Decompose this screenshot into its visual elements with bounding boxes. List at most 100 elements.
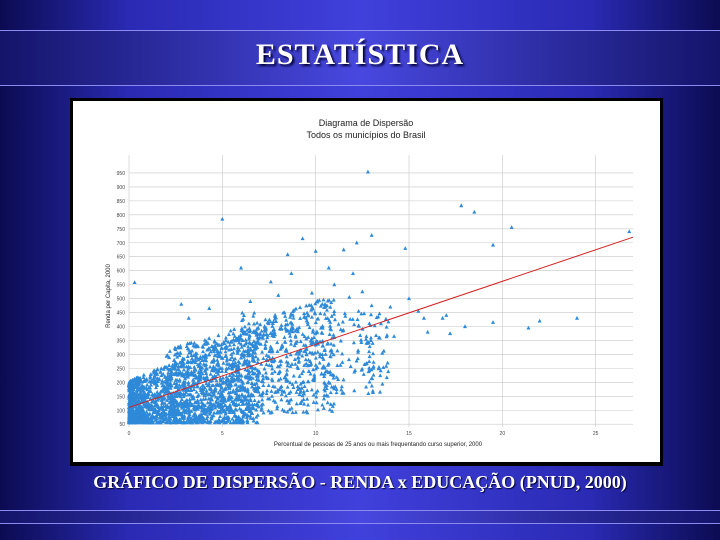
scatter-point — [219, 355, 224, 360]
scatter-point — [314, 338, 319, 343]
scatter-point — [276, 293, 281, 297]
scatter-point — [165, 398, 170, 402]
scatter-point — [254, 381, 259, 385]
scatter-point — [273, 390, 278, 394]
y-tick-label: 600 — [117, 269, 126, 275]
scatter-point — [356, 348, 361, 353]
scatter-point — [274, 319, 279, 324]
scatter-point — [127, 391, 132, 395]
y-tick-label: 300 — [117, 352, 126, 358]
scatter-point — [234, 388, 239, 393]
scatter-point — [245, 412, 250, 417]
scatter-point — [275, 406, 280, 411]
scatter-point — [165, 353, 170, 357]
y-tick-label: 500 — [117, 297, 126, 303]
scatter-point — [331, 401, 336, 406]
scatter-point — [198, 369, 203, 374]
scatter-point — [282, 335, 287, 340]
scatter-point — [234, 377, 239, 382]
scatter-point — [207, 352, 212, 357]
scatter-point — [193, 375, 198, 379]
scatter-point — [272, 369, 277, 374]
scatter-point — [193, 367, 198, 372]
scatter-point — [211, 357, 216, 361]
scatter-point — [153, 406, 158, 411]
scatter-point — [218, 376, 223, 380]
scatter-point — [180, 359, 185, 364]
scatter-point — [321, 357, 326, 361]
scatter-point — [186, 419, 191, 424]
scatter-point — [247, 326, 252, 330]
scatter-point — [164, 416, 169, 420]
scatter-point — [323, 316, 328, 320]
scatter-point — [340, 390, 345, 395]
scatter-point — [153, 385, 158, 390]
scatter-point — [172, 357, 177, 362]
scatter-point — [263, 344, 268, 349]
scatter-point — [185, 358, 190, 363]
scatter-point — [208, 400, 213, 404]
scatter-point — [243, 388, 248, 393]
scatter-point — [307, 350, 312, 355]
scatter-point — [200, 383, 205, 388]
scatter-point — [237, 340, 242, 345]
scatter-point — [306, 357, 311, 362]
scatter-point — [212, 339, 217, 344]
scatter-point — [306, 335, 311, 339]
scatter-point — [248, 376, 253, 381]
scatter-point — [290, 329, 295, 334]
scatter-point — [251, 358, 256, 363]
scatter-point — [367, 321, 372, 326]
scatter-point — [128, 408, 133, 413]
scatter-point — [329, 341, 334, 346]
scatter-point — [293, 379, 298, 384]
scatter-point — [320, 402, 325, 407]
scatter-point — [280, 343, 285, 347]
scatter-point — [322, 374, 327, 379]
scatter-point — [245, 351, 250, 356]
scatter-point — [170, 414, 175, 419]
scatter-point — [196, 364, 201, 368]
scatter-point — [306, 312, 311, 317]
scatter-point — [169, 371, 174, 376]
scatter-point — [213, 353, 218, 358]
scatter-point — [204, 416, 209, 421]
scatter-point — [234, 420, 239, 425]
scatter-point — [268, 331, 273, 335]
scatter-point — [230, 409, 235, 414]
scatter-point — [264, 362, 269, 367]
scatter-point — [231, 331, 236, 336]
scatter-point — [293, 361, 298, 366]
scatter-point — [369, 367, 374, 372]
scatter-point — [178, 399, 183, 404]
scatter-point — [224, 358, 229, 363]
scatter-point — [183, 370, 188, 375]
scatter-point — [169, 395, 174, 399]
scatter-point — [182, 415, 187, 420]
scatter-point — [251, 313, 256, 318]
scatter-point — [311, 306, 316, 311]
scatter-point — [351, 271, 355, 276]
scatter-point — [229, 352, 234, 356]
scatter-point — [254, 407, 259, 412]
scatter-point — [180, 357, 185, 362]
scatter-point — [425, 329, 430, 334]
scatter-point — [218, 353, 223, 358]
scatter-point — [206, 392, 211, 397]
scatter-point — [233, 407, 238, 411]
scatter-point — [222, 408, 227, 413]
scatter-point — [231, 350, 236, 355]
scatter-point — [263, 325, 268, 330]
scatter-point — [227, 385, 232, 390]
scatter-point — [148, 382, 153, 387]
scatter-point — [270, 371, 275, 375]
scatter-point — [212, 373, 217, 378]
scatter-point — [295, 355, 300, 360]
scatter-point — [310, 329, 315, 334]
scatter-point — [207, 381, 212, 386]
scatter-point — [239, 326, 244, 331]
chart-frame: 50 100 150 200 250 300 350 400 450 500 550 600 650 70… — [70, 98, 663, 466]
scatter-point — [198, 388, 203, 392]
scatter-point — [208, 371, 213, 376]
scatter-point — [224, 420, 229, 425]
